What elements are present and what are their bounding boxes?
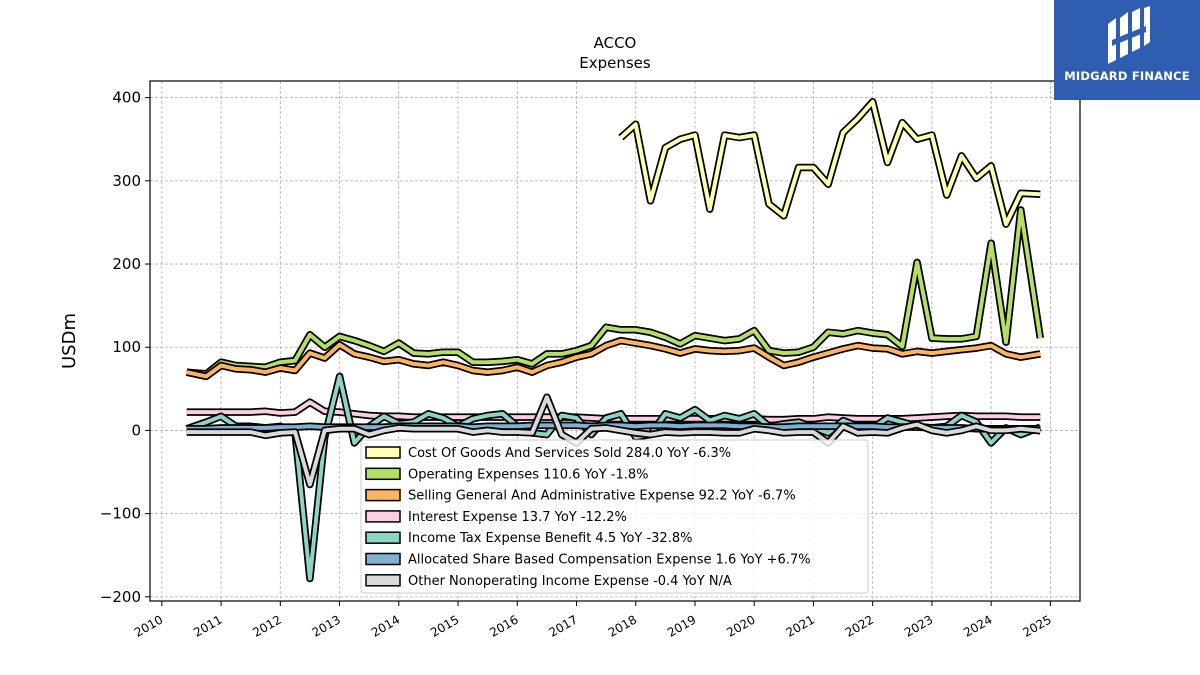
series-line xyxy=(186,206,1045,378)
legend-entry: Income Tax Expense Benefit 4.5 YoY -32.8… xyxy=(365,531,692,546)
legend-swatch xyxy=(365,488,401,502)
series-outline xyxy=(618,98,1041,228)
legend-swatch xyxy=(365,552,401,566)
legend-label: Allocated Share Based Compensation Expen… xyxy=(408,553,811,568)
y-tick-label: 200 xyxy=(112,255,141,273)
x-tick-label: 2016 xyxy=(487,612,520,639)
legend-swatch xyxy=(365,446,401,459)
legend-label: Interest Expense 13.7 YoY -12.2% xyxy=(408,510,627,525)
legend-swatch xyxy=(365,510,401,523)
y-axis-label: USDm xyxy=(59,313,80,369)
x-tick-label: 2019 xyxy=(665,612,698,639)
legend-label: Cost Of Goods And Services Sold 284.0 Yo… xyxy=(408,446,731,461)
logo-text: MIDGARD FINANCE xyxy=(1064,69,1190,83)
x-tick-label: 2015 xyxy=(428,612,461,639)
x-tick-label: 2020 xyxy=(724,612,757,639)
x-axis: 2010 2011 2012 2013 2014 2015 2016 2017 2018 2019… xyxy=(132,601,1054,640)
logo-mark-icon xyxy=(1108,6,1150,64)
legend-entry: Allocated Share Based Compensation Expen… xyxy=(365,552,811,568)
midgard-finance-logo: MIDGARD FINANCE xyxy=(1054,0,1200,100)
x-tick-label: 2024 xyxy=(961,612,994,639)
y-tick-label: 400 xyxy=(112,89,141,107)
x-tick-label: 2023 xyxy=(902,612,935,639)
legend-swatch xyxy=(365,467,401,481)
series-layer xyxy=(185,98,1045,583)
legend-label: Income Tax Expense Benefit 4.5 YoY -32.8… xyxy=(408,531,692,546)
legend-entry: Interest Expense 13.7 YoY -12.2% xyxy=(365,510,627,525)
x-tick-label: 2025 xyxy=(1020,612,1053,639)
y-tick-label: 0 xyxy=(131,421,141,439)
y-tick-label: 100 xyxy=(112,338,141,356)
chart-title: ACCO xyxy=(594,34,637,52)
series-stroke xyxy=(186,395,1041,487)
x-tick-label: 2014 xyxy=(369,612,402,639)
series-outline xyxy=(185,336,1041,381)
series-stroke xyxy=(186,208,1043,376)
x-tick-label: 2018 xyxy=(606,612,639,639)
x-tick-label: 2022 xyxy=(843,612,876,639)
series-line xyxy=(186,393,1041,489)
series-stroke xyxy=(186,338,1041,379)
series-line xyxy=(185,336,1041,381)
y-tick-label: 300 xyxy=(112,172,141,190)
legend-box xyxy=(360,439,869,594)
x-tick-label: 2010 xyxy=(132,612,165,639)
legend-entry: Cost Of Goods And Services Sold 284.0 Yo… xyxy=(365,446,731,461)
x-tick-label: 2017 xyxy=(547,612,580,639)
y-axis: −200 −100 0 100 200 300 400 xyxy=(100,89,150,606)
plot-frame xyxy=(149,80,1081,602)
legend-label: Operating Expenses 110.6 YoY -1.8% xyxy=(408,467,649,482)
y-tick-label: −200 xyxy=(100,588,141,606)
legend-swatch xyxy=(365,531,401,544)
x-tick-label: 2012 xyxy=(250,612,283,639)
series-stroke xyxy=(186,374,1042,581)
series-line xyxy=(618,98,1041,228)
legend-label: Selling General And Administrative Expen… xyxy=(408,489,796,504)
legend-label: Other Nonoperating Income Expense -0.4 Y… xyxy=(408,574,732,589)
legend: Cost Of Goods And Services Sold 284.0 Yo… xyxy=(360,439,869,594)
series-line xyxy=(185,372,1042,583)
legend-entry: Other Nonoperating Income Expense -0.4 Y… xyxy=(365,574,732,589)
x-tick-label: 2013 xyxy=(310,612,343,639)
x-tick-label: 2011 xyxy=(191,612,224,639)
y-tick-label: −100 xyxy=(100,505,141,523)
legend-swatch xyxy=(365,574,401,587)
series-stroke xyxy=(619,99,1041,227)
chart-subtitle: Expenses xyxy=(579,54,651,72)
legend-entry: Operating Expenses 110.6 YoY -1.8% xyxy=(365,467,649,482)
x-tick-label: 2021 xyxy=(783,612,816,639)
legend-entry: Selling General And Administrative Expen… xyxy=(365,488,796,504)
